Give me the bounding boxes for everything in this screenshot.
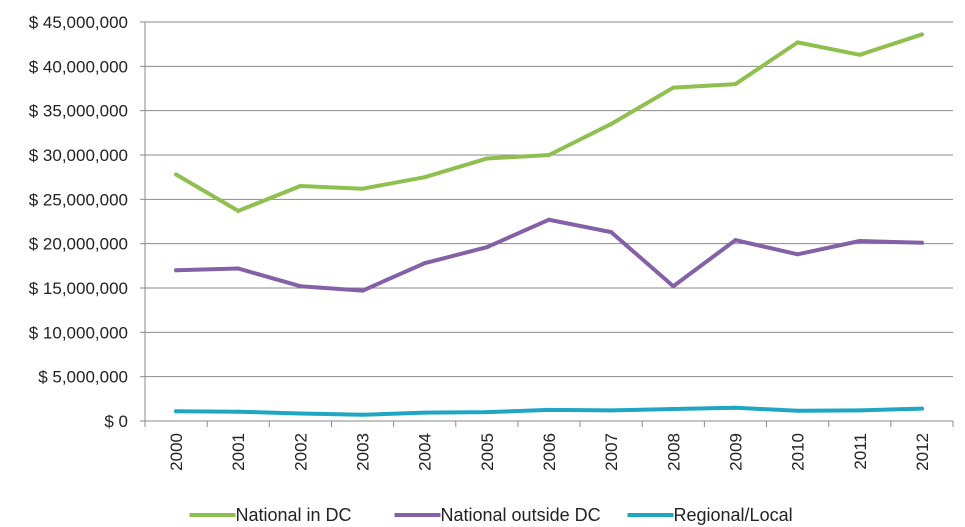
- x-tick-label: 2011: [851, 433, 870, 470]
- x-tick-label: 2002: [291, 433, 310, 471]
- data-point: [857, 239, 862, 244]
- data-point: [547, 407, 551, 412]
- data-point: [360, 186, 365, 191]
- data-point: [360, 288, 365, 293]
- x-tick-label: 2010: [789, 433, 808, 471]
- legend-label: National outside DC: [441, 505, 601, 525]
- data-point: [236, 266, 241, 271]
- data-point: [857, 408, 862, 413]
- data-point: [422, 261, 427, 266]
- data-point: [298, 411, 303, 416]
- data-point: [484, 156, 489, 161]
- data-point: [422, 410, 427, 415]
- y-tick-label: $ 10,000,000: [29, 323, 128, 342]
- data-point: [919, 32, 924, 37]
- series-line: [174, 32, 924, 213]
- y-tick-label: $ 20,000,000: [29, 235, 128, 254]
- legend-label: Regional/Local: [674, 505, 793, 525]
- data-point: [919, 240, 924, 245]
- data-point: [174, 409, 179, 414]
- data-point: [484, 245, 489, 250]
- data-point: [236, 208, 241, 213]
- y-tick-label: $ 40,000,000: [29, 57, 128, 76]
- data-point: [609, 230, 614, 235]
- data-point: [795, 252, 800, 257]
- y-tick-label: $ 5,000,000: [38, 368, 128, 387]
- data-point: [671, 407, 676, 412]
- data-point: [609, 121, 614, 126]
- x-tick-label: 2012: [913, 433, 932, 471]
- data-point: [547, 217, 551, 222]
- x-tick-label: 2003: [354, 433, 373, 471]
- data-point: [298, 284, 303, 289]
- data-point: [547, 153, 551, 157]
- data-point: [733, 82, 738, 87]
- y-tick-label: $ 25,000,000: [29, 190, 128, 209]
- series-line: [174, 217, 924, 293]
- legend: National in DC National outside DC Regiona…: [189, 505, 793, 525]
- data-point: [919, 406, 924, 411]
- y-tick-label: $ 45,000,000: [29, 13, 128, 32]
- x-tick-label: 2008: [664, 433, 683, 471]
- data-point: [236, 409, 241, 414]
- axes: [140, 21, 954, 427]
- data-point: [795, 408, 800, 413]
- y-tick-label: $ 15,000,000: [29, 279, 128, 298]
- x-tick-label: 2004: [416, 433, 435, 471]
- data-point: [484, 410, 489, 415]
- x-tick-label: 2001: [229, 433, 248, 471]
- x-tick-label: 2007: [602, 433, 621, 471]
- data-point: [795, 40, 800, 45]
- data-point: [360, 412, 365, 417]
- y-tick-label: $ 0: [104, 412, 128, 431]
- y-tick-label: $ 30,000,000: [29, 146, 128, 165]
- data-point: [298, 184, 303, 189]
- data-point: [422, 175, 427, 180]
- data-point: [671, 284, 676, 289]
- y-axis-tick-labels: $ 0 $ 5,000,000 $ 10,000,000 $ 15,000,000 $ …: [29, 13, 128, 431]
- data-point: [174, 268, 179, 273]
- data-point: [857, 52, 862, 57]
- data-point: [733, 405, 738, 410]
- data-point: [174, 172, 179, 177]
- x-axis-tick-labels: 2000 2001 2002 2003 2004 2005 2006 2007 2008 2009…: [167, 433, 932, 471]
- x-tick-label: 2009: [726, 433, 745, 471]
- x-tick-label: 2000: [167, 433, 186, 471]
- data-point: [671, 85, 676, 90]
- data-point: [733, 238, 738, 243]
- data-point: [609, 408, 614, 413]
- legend-label: National in DC: [236, 505, 352, 525]
- x-tick-label: 2005: [478, 433, 497, 471]
- x-tick-label: 2006: [540, 433, 559, 471]
- series-lines: [174, 32, 924, 417]
- y-tick-label: $ 35,000,000: [29, 102, 128, 121]
